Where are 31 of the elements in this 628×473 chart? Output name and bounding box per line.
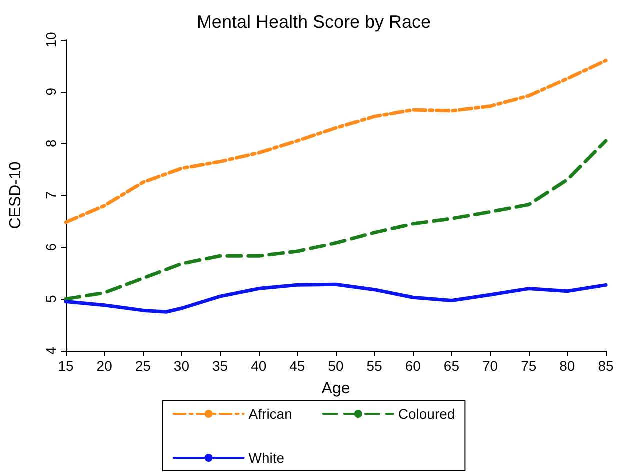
x-tick-label: 65 (444, 358, 460, 374)
x-tick-label: 70 (482, 358, 498, 374)
y-tick-label: 7 (43, 191, 59, 200)
x-axis-title: Age (322, 380, 350, 398)
y-tick-label: 8 (43, 140, 59, 148)
chart-title: Mental Health Score by Race (196, 12, 432, 32)
y-tick-label: 10 (43, 32, 59, 48)
legend-label: African (248, 406, 292, 422)
x-tick-label: 85 (598, 358, 614, 374)
legend-label: White (248, 450, 285, 466)
x-tick-label: 25 (135, 358, 152, 374)
x-tick-label: 60 (405, 358, 422, 374)
legend-label: Coloured (398, 406, 456, 422)
y-tick-label: 4 (43, 346, 59, 355)
line-series (64, 58, 608, 224)
x-tick-label: 50 (328, 358, 344, 374)
y-tick-label: 9 (43, 88, 59, 96)
y-tick-label: 5 (43, 295, 59, 304)
x-tick-label: 75 (521, 358, 537, 374)
x-tick-label: 45 (290, 358, 306, 374)
x-tick-label: 35 (212, 358, 228, 374)
x-tick-label: 40 (251, 358, 267, 374)
x-tick-label: 15 (58, 358, 74, 374)
x-tick-label: 20 (96, 358, 113, 374)
x-tick-label: 55 (366, 358, 383, 374)
line-series (64, 282, 608, 314)
line-series (64, 139, 608, 301)
y-tick-label: 6 (43, 243, 59, 252)
x-tick-label: 30 (174, 358, 190, 374)
x-tick-label: 80 (560, 358, 576, 374)
y-axis-title: CESD-10 (8, 162, 24, 230)
